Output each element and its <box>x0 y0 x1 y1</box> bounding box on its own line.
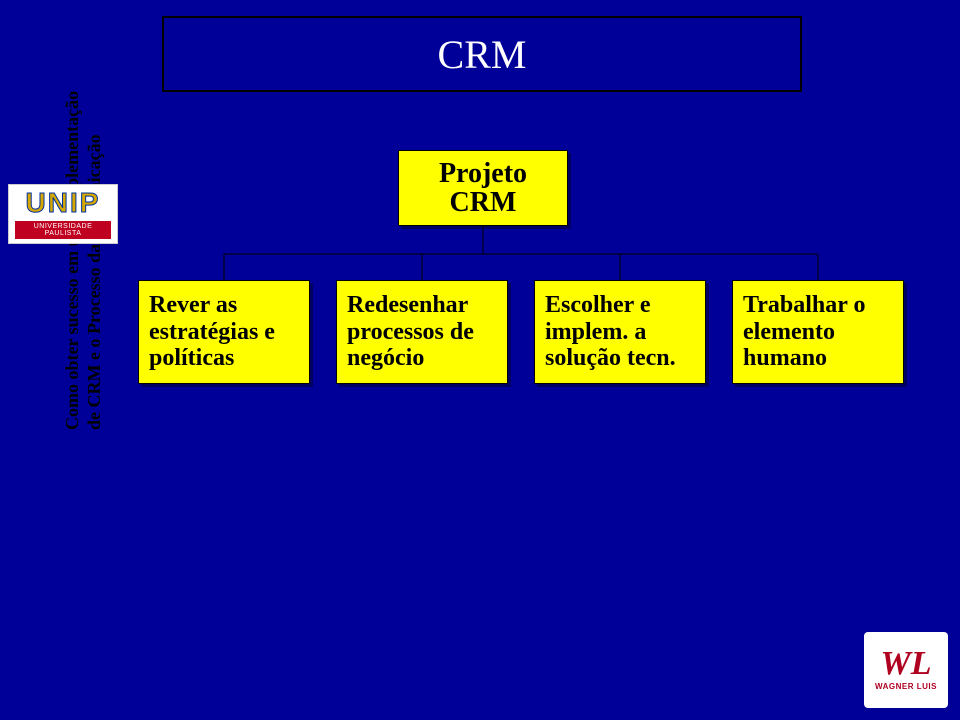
tree-root-node: ProjetoCRM <box>398 150 568 226</box>
tree-child-label: Escolher e implem. a solução tecn. <box>545 292 695 373</box>
side-title: Como obter sucesso em uma implementação … <box>62 91 105 430</box>
tree-child-label: Rever as estratégias e políticas <box>149 292 299 373</box>
unip-logo: UNIP UNIVERSIDADE PAULISTA <box>8 184 118 244</box>
tree-child-node: Escolher e implem. a solução tecn. <box>534 280 706 384</box>
unip-logo-subtitle: UNIVERSIDADE PAULISTA <box>15 221 111 239</box>
tree-root-label: ProjetoCRM <box>439 159 527 218</box>
title-box: CRM <box>162 16 802 92</box>
tree-child-label: Redesenhar processos de negócio <box>347 292 497 373</box>
tree-child-node: Redesenhar processos de negócio <box>336 280 508 384</box>
wl-logo-initials: WL <box>881 649 932 680</box>
side-title-line2: de CRM e o Processo da Comunicação <box>84 91 106 430</box>
tree-child-node: Rever as estratégias e políticas <box>138 280 310 384</box>
title-text: CRM <box>438 31 527 78</box>
tree-child-label: Trabalhar o elemento humano <box>743 292 893 373</box>
tree-child-node: Trabalhar o elemento humano <box>732 280 904 384</box>
wl-logo-name: WAGNER LUIS <box>875 682 937 691</box>
unip-logo-text: UNIP <box>15 189 111 217</box>
side-title-line1: Como obter sucesso em uma implementação <box>62 91 82 430</box>
wl-logo: WL WAGNER LUIS <box>864 632 948 708</box>
